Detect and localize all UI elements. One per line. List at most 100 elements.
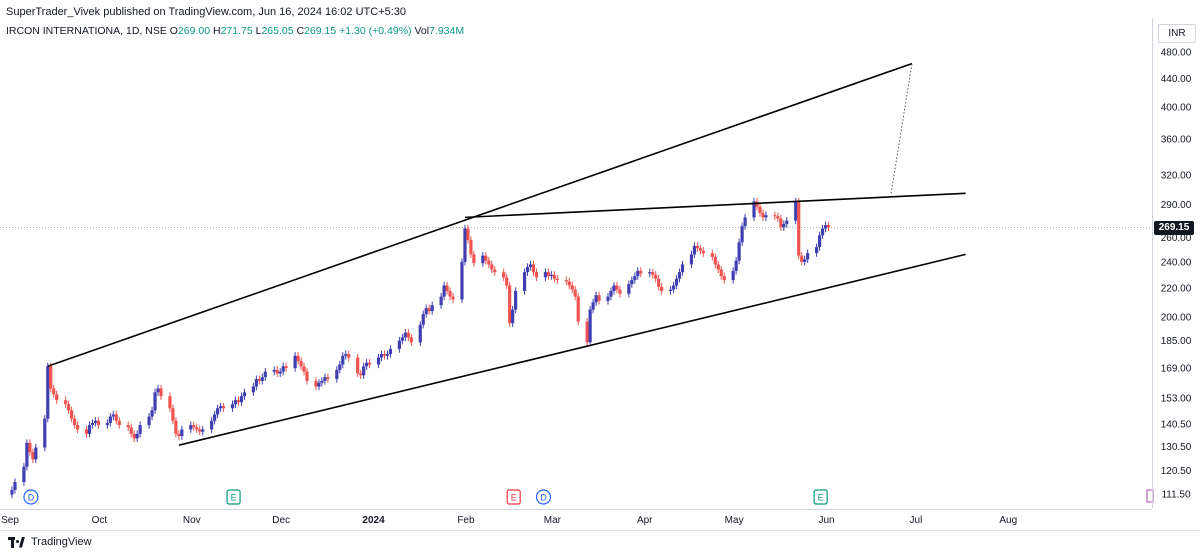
candle-body <box>299 360 303 367</box>
candle-body <box>719 269 723 277</box>
candle-body <box>570 285 574 290</box>
candle-body <box>618 289 622 294</box>
candle-body <box>22 466 26 483</box>
candle-body <box>147 416 151 426</box>
candle-body <box>281 366 285 372</box>
candle-body <box>314 380 318 387</box>
range-marker <box>1146 489 1154 503</box>
candle-body <box>236 400 241 403</box>
candle-body <box>189 425 193 430</box>
candle-body <box>427 308 431 312</box>
candle-body <box>114 414 118 421</box>
candle-body <box>534 272 539 278</box>
candle-body <box>257 379 261 381</box>
candle-body <box>221 406 226 409</box>
candle-body <box>302 366 306 372</box>
candle-body <box>803 259 807 262</box>
publisher-line: SuperTrader_Vivek published on TradingVi… <box>6 6 407 18</box>
candle-body <box>549 274 553 277</box>
candle-body <box>823 225 828 229</box>
candle-body <box>156 388 160 393</box>
time-tick-label: Mar <box>544 515 562 526</box>
candle-body <box>192 425 196 428</box>
candle-body <box>409 337 413 343</box>
candle-body <box>359 373 363 376</box>
candle-body <box>481 255 485 264</box>
event-marker-label: E <box>818 493 824 503</box>
candle-body <box>150 410 154 417</box>
low-value: 265.05 <box>261 25 294 37</box>
candle-body <box>514 290 518 310</box>
candle-body <box>296 355 300 361</box>
candle-body <box>651 272 655 275</box>
candle-body <box>502 272 506 278</box>
candle-body <box>272 369 276 372</box>
candle-body <box>451 296 455 300</box>
candle-body <box>403 332 407 338</box>
earnings-marker <box>506 489 521 505</box>
candle-body <box>654 274 658 279</box>
candle-body <box>105 422 109 426</box>
open-label: O <box>169 25 178 37</box>
time-tick-label: Aug <box>999 515 1017 526</box>
price-tick-label: 153.00 <box>1161 394 1192 405</box>
event-marker-label: E <box>511 493 517 503</box>
ohlc-legend: IRCON INTERNATIONA, 1D, NSE O269.00 H271… <box>6 25 464 37</box>
candle-body <box>365 362 369 367</box>
candle-body <box>341 355 345 365</box>
price-tick-label: 290.00 <box>1161 200 1192 211</box>
candle-body <box>594 295 598 303</box>
candle-body <box>368 362 372 365</box>
candle-body <box>722 276 726 281</box>
candle-body <box>448 290 452 297</box>
currency-button[interactable]: INR <box>1158 24 1196 43</box>
tradingview-wordmark: TradingView <box>31 536 92 548</box>
candle-body <box>692 245 697 255</box>
price-tick-label: 320.00 <box>1161 170 1192 181</box>
candle-body <box>609 290 613 297</box>
candle-body <box>764 215 768 218</box>
candle-body <box>460 261 464 300</box>
candle-body <box>72 418 77 426</box>
candle-body <box>743 217 747 227</box>
candle-body <box>195 427 199 430</box>
candle-body <box>740 226 744 243</box>
price-axis[interactable] <box>1152 18 1200 508</box>
candle-body <box>251 386 255 393</box>
candle-body <box>657 278 661 287</box>
candle-body <box>671 285 676 290</box>
candle-body <box>734 260 738 271</box>
candle-body <box>317 382 321 387</box>
candle-body <box>388 348 393 355</box>
candle-body <box>213 414 217 421</box>
candle-body <box>737 242 741 261</box>
symbol-name[interactable]: IRCON INTERNATIONA, 1D, NSE <box>6 25 167 37</box>
candle-body <box>284 366 288 369</box>
candle-body <box>49 366 53 389</box>
candle-body <box>84 429 89 434</box>
candle-body <box>430 305 434 312</box>
candle-body <box>129 427 133 434</box>
candle-body <box>761 213 765 218</box>
open-value: 269.00 <box>177 25 211 37</box>
candle-body <box>794 201 798 221</box>
candle-body <box>505 277 509 286</box>
tradingview-logo[interactable]: TradingView <box>8 536 92 548</box>
candle-body <box>782 223 786 228</box>
candle-body <box>695 245 699 249</box>
candle-body <box>648 272 652 274</box>
candle-body <box>254 379 258 387</box>
candle-body <box>636 270 640 277</box>
candle-body <box>564 280 568 282</box>
price-tick-label: 240.00 <box>1161 257 1192 268</box>
candle-body <box>28 442 32 453</box>
candle-body <box>46 366 50 419</box>
close-label: C <box>296 25 305 37</box>
candle-body <box>552 274 556 279</box>
change-value: +1.30 (+0.49%) <box>339 25 412 37</box>
tradingview-icon <box>8 536 26 548</box>
candle-body <box>10 489 14 495</box>
candle-body <box>472 254 476 264</box>
